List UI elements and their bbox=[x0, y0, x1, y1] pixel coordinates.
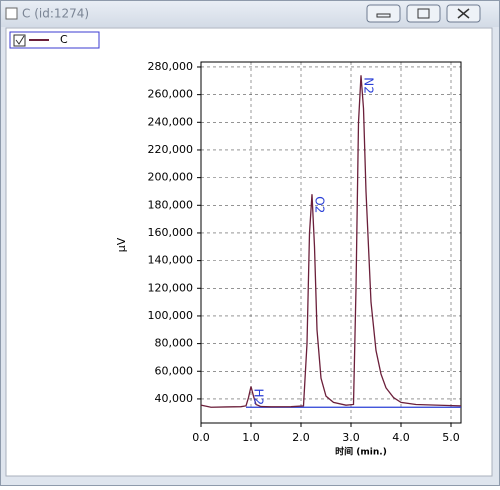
maximize-button[interactable] bbox=[406, 4, 441, 23]
y-tick-label: 80,000 bbox=[155, 337, 194, 350]
chart-panel bbox=[5, 27, 493, 477]
plot-frame bbox=[200, 61, 462, 424]
peak-label: N2 bbox=[362, 77, 376, 94]
x-tick-label: 0.0 bbox=[192, 431, 210, 444]
close-icon bbox=[457, 8, 470, 19]
legend-check bbox=[15, 35, 25, 45]
x-tick-label: 1.0 bbox=[242, 431, 260, 444]
window-icon bbox=[5, 7, 18, 20]
x-tick-label: 5.0 bbox=[442, 431, 460, 444]
y-tick-label: 160,000 bbox=[148, 226, 194, 239]
y-tick-label: 100,000 bbox=[148, 309, 194, 322]
window-buttons[interactable] bbox=[366, 4, 481, 23]
x-axis-label: 时间 (min.) bbox=[335, 446, 387, 458]
y-axis-label: µV bbox=[115, 237, 128, 252]
legend[interactable]: C bbox=[9, 31, 100, 49]
chromatogram-line bbox=[200, 75, 462, 408]
x-tick-label: 4.0 bbox=[392, 431, 410, 444]
y-tick-label: 260,000 bbox=[148, 88, 194, 101]
y-tick-label: 180,000 bbox=[148, 198, 194, 211]
y-tick-label: 200,000 bbox=[148, 171, 194, 184]
peak-label: O2 bbox=[313, 196, 327, 213]
minimize-icon bbox=[376, 13, 391, 18]
y-tick-label: 40,000 bbox=[155, 392, 194, 405]
peak-label: H2 bbox=[252, 388, 266, 405]
y-tick-label: 280,000 bbox=[148, 60, 194, 73]
window-title: C (id:1274) bbox=[22, 7, 89, 21]
x-tick-label: 2.0 bbox=[292, 431, 310, 444]
legend-label: C bbox=[60, 33, 68, 46]
maximize-icon bbox=[417, 8, 430, 19]
y-tick-label: 240,000 bbox=[148, 115, 194, 128]
y-tick-label: 220,000 bbox=[148, 143, 194, 156]
legend-checkbox[interactable] bbox=[13, 34, 26, 47]
y-tick-label: 60,000 bbox=[155, 364, 194, 377]
x-tick-label: 3.0 bbox=[342, 431, 360, 444]
y-tick-label: 120,000 bbox=[148, 281, 194, 294]
y-tick-label: 140,000 bbox=[148, 254, 194, 267]
legend-box bbox=[9, 31, 100, 49]
